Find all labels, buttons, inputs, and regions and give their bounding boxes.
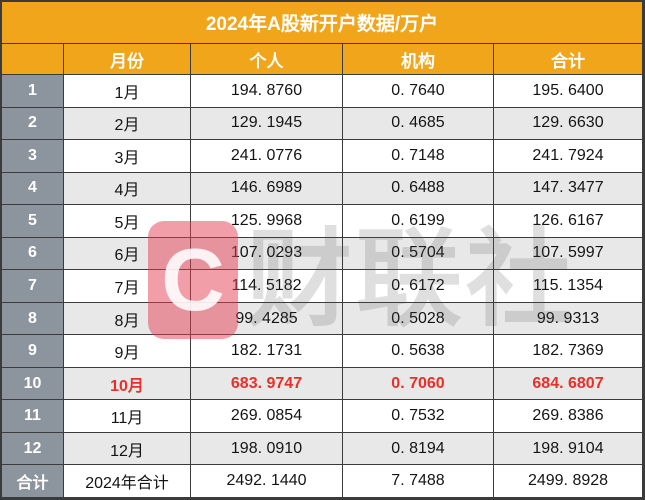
- header-total: 合计: [494, 44, 643, 75]
- cell-institution: 0. 6172: [343, 270, 494, 303]
- cell-month: 1月: [64, 75, 191, 108]
- cell-total: 107. 5997: [494, 237, 643, 271]
- row-index: 7: [2, 270, 64, 303]
- header-institution: 机构: [343, 44, 494, 75]
- cell-total: 99. 9313: [494, 302, 643, 336]
- row-index: 4: [2, 172, 64, 206]
- cell-personal: 2492. 1440: [191, 465, 343, 498]
- cell-month: 9月: [64, 335, 191, 368]
- cell-month: 2月: [64, 107, 191, 141]
- cell-total: 198. 9104: [494, 432, 643, 466]
- cell-personal: 269. 0854: [191, 400, 343, 433]
- cell-institution: 0. 7532: [343, 400, 494, 433]
- cell-month: 8月: [64, 302, 191, 336]
- cell-month: 4月: [64, 172, 191, 206]
- cell-institution: 0. 4685: [343, 107, 494, 141]
- cell-total: 684. 6807: [494, 367, 643, 401]
- row-index: 11: [2, 400, 64, 433]
- row-index: 10: [2, 367, 64, 401]
- cell-month: 2024年合计: [64, 465, 191, 498]
- cell-institution: 0. 7060: [343, 367, 494, 401]
- row-index: 3: [2, 140, 64, 173]
- cell-personal: 114. 5182: [191, 270, 343, 303]
- cell-personal: 146. 6989: [191, 172, 343, 206]
- cell-month: 12月: [64, 432, 191, 466]
- cell-institution: 0. 7640: [343, 75, 494, 108]
- row-index: 12: [2, 432, 64, 466]
- cell-institution: 0. 7148: [343, 140, 494, 173]
- cell-total: 129. 6630: [494, 107, 643, 141]
- cell-month: 7月: [64, 270, 191, 303]
- cell-personal: 241. 0776: [191, 140, 343, 173]
- cell-institution: 0. 6488: [343, 172, 494, 206]
- cell-month: 10月: [64, 367, 191, 401]
- row-index: 合计: [2, 465, 64, 498]
- cell-month: 11月: [64, 400, 191, 433]
- cell-total: 115. 1354: [494, 270, 643, 303]
- cell-personal: 107. 0293: [191, 237, 343, 271]
- cell-total: 269. 8386: [494, 400, 643, 433]
- cell-month: 3月: [64, 140, 191, 173]
- cell-personal: 99. 4285: [191, 302, 343, 336]
- cell-institution: 0. 5638: [343, 335, 494, 368]
- row-index: 6: [2, 237, 64, 271]
- cell-institution: 0. 8194: [343, 432, 494, 466]
- cell-institution: 0. 5704: [343, 237, 494, 271]
- row-index: 2: [2, 107, 64, 141]
- row-index: 1: [2, 75, 64, 108]
- cell-total: 2499. 8928: [494, 465, 643, 498]
- row-index: 8: [2, 302, 64, 336]
- cell-total: 195. 6400: [494, 75, 643, 108]
- cell-total: 182. 7369: [494, 335, 643, 368]
- cell-personal: 683. 9747: [191, 367, 343, 401]
- row-index: 9: [2, 335, 64, 368]
- cell-institution: 7. 7488: [343, 465, 494, 498]
- cell-personal: 182. 1731: [191, 335, 343, 368]
- cell-personal: 198. 0910: [191, 432, 343, 466]
- header-month: 月份: [64, 44, 191, 75]
- cell-institution: 0. 6199: [343, 205, 494, 238]
- cell-institution: 0. 5028: [343, 302, 494, 336]
- cell-personal: 194. 8760: [191, 75, 343, 108]
- cell-personal: 125. 9968: [191, 205, 343, 238]
- cell-month: 6月: [64, 237, 191, 271]
- cell-total: 147. 3477: [494, 172, 643, 206]
- row-index: 5: [2, 205, 64, 238]
- cell-total: 241. 7924: [494, 140, 643, 173]
- header-personal: 个人: [191, 44, 343, 75]
- cell-personal: 129. 1945: [191, 107, 343, 141]
- header-index: [2, 44, 64, 75]
- cell-month: 5月: [64, 205, 191, 238]
- cell-total: 126. 6167: [494, 205, 643, 238]
- table-title: 2024年A股新开户数据/万户: [2, 2, 643, 44]
